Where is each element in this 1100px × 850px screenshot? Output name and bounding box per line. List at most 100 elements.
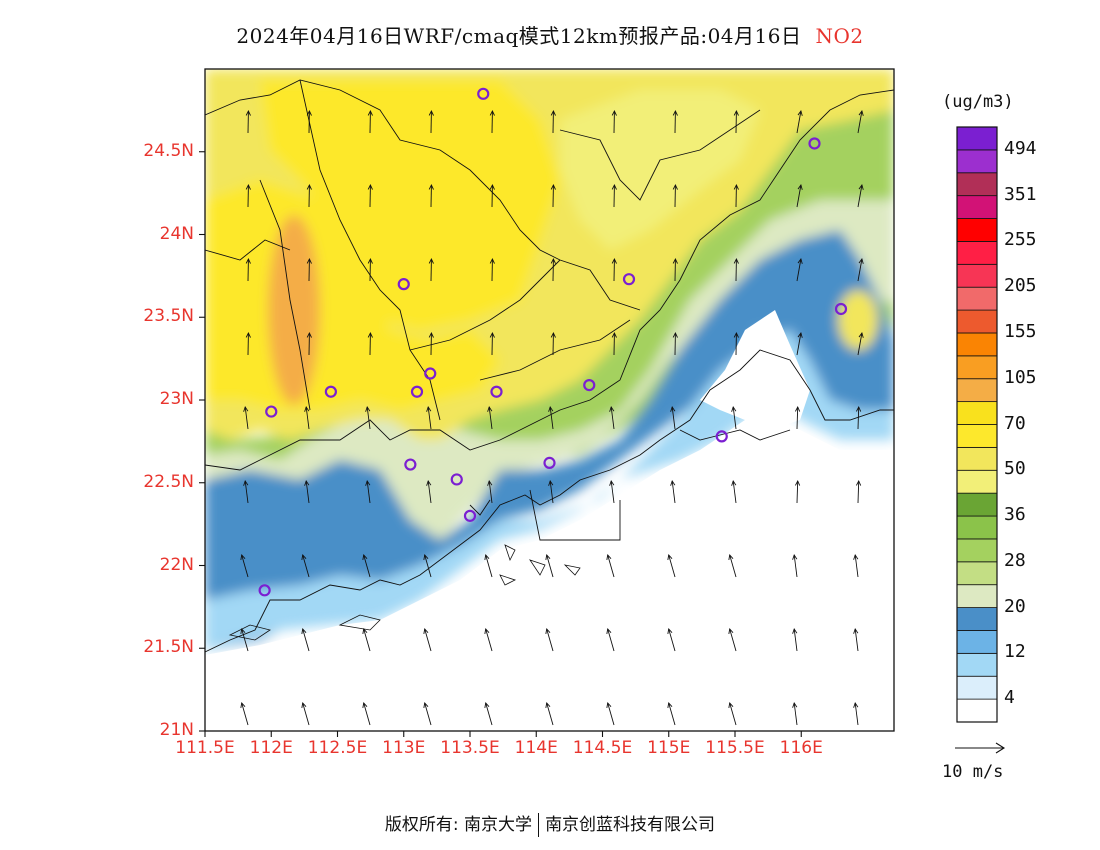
wind-arrow [606,628,615,652]
wind-arrow [550,331,556,356]
wind-arrow [548,479,554,504]
latitude-label: 22N [159,554,194,575]
wind-arrow [550,183,556,208]
colorbar-swatch [956,332,998,357]
wind-arrow [484,702,493,726]
wind-arrow [368,37,372,59]
colorbar-label: 205 [1004,275,1037,297]
wind-arrow [857,331,864,356]
latitude-label: 23.5N [143,306,194,327]
wind-arrow [794,405,801,430]
wind-arrow [428,183,434,208]
wind-arrow [426,479,432,504]
wind-reference-arrow [955,742,1006,754]
colorbar-swatch [956,446,998,471]
station-marker [450,473,463,486]
station-marker [424,367,437,380]
wind-arrow [545,628,554,652]
colorbar-swatch [956,241,998,265]
footer-left: 版权所有: 南京大学 [384,815,533,835]
wind-arrow [551,37,555,59]
colorbar-swatch [956,652,998,677]
latitude-label: 22.5N [143,471,194,492]
wind-arrow [606,554,615,578]
longitude-label: 114.5E [572,738,633,758]
colorbar-swatch [956,378,998,403]
station-marker [834,302,848,316]
colorbar-label: 12 [1004,641,1026,663]
wind-arrow [240,702,249,726]
station-marker [265,405,278,418]
wind-arrow [733,109,739,134]
colorbar-swatch [956,286,998,311]
wind-arrow [611,183,617,208]
station-marker [490,385,503,398]
station-marker [410,385,424,398]
colorbar-frame [956,126,998,723]
wind-arrow [796,331,803,356]
wind-arrow [917,481,921,503]
colorbar-label: 20 [1004,595,1026,617]
colorbar-label: 351 [1004,183,1037,205]
colorbar-unit: (ug/m3) [942,92,1014,112]
wind-arrow [545,702,554,726]
wind-arrow [306,183,312,208]
wind-arrow [915,703,919,725]
colorbar-swatch [956,698,998,723]
station-marker [397,278,410,291]
station-marker [463,509,477,522]
latitude-label: 21.5N [143,637,194,658]
wind-arrow [428,257,434,282]
wind-arrow [423,554,432,578]
longitude-label: 114E [514,738,558,758]
wind-arrow [367,257,373,282]
wind-arrow [428,109,434,134]
longitude-label: 112E [249,738,293,758]
colorbar-swatch [956,538,998,563]
wind-arrow [365,405,371,430]
wind-arrow [734,37,738,59]
colorbar-swatch [956,195,998,219]
wind-arrow [733,331,739,356]
wind-arrow [243,405,249,430]
wind-arrow [304,405,310,430]
wind-arrow [365,479,371,504]
wind-arrow [794,479,801,504]
copyright-footer: 版权所有: 南京大学 南京创蓝科技有限公司 [0,810,1100,837]
station-marker [622,273,636,286]
colorbar-swatch [956,126,998,151]
wind-arrow [855,479,862,504]
wind-arrow [245,331,251,356]
colorbar-label: 28 [1004,549,1026,571]
wind-arrow [919,259,924,281]
wind-arrow [545,554,554,578]
islands [228,544,581,641]
wind-arrow [728,628,737,652]
wind-arrow [245,183,251,208]
wind-arrow [487,405,493,430]
longitude-label: 112.5E [307,738,368,758]
wind-arrow [548,405,554,430]
wind-arrow [246,37,250,59]
wind-arrow [792,553,798,578]
wind-arrow [306,257,312,282]
colorbar-label: 494 [1004,137,1037,159]
title-text: 2024年04月16日WRF/cmaq模式12km预报产品:04月16日 [236,24,802,48]
wind-arrow [428,331,434,356]
wind-arrow [611,331,617,356]
wind-arrow [667,702,676,726]
wind-arrow [733,257,739,282]
wind-arrow [301,628,310,652]
wind-arrow [792,627,798,652]
wind-arrow [362,628,371,652]
wind-arrow [306,109,312,134]
wind-arrow [796,109,803,134]
longitude-label: 111.5E [175,738,235,758]
colorbar-swatch [956,630,998,654]
wind-arrow [673,37,677,59]
colorbar-label: 255 [1004,229,1037,251]
wind-arrow [670,479,676,504]
wind-arrow [857,257,864,282]
colorbar-swatch [956,675,998,700]
wind-arrow [919,111,924,133]
